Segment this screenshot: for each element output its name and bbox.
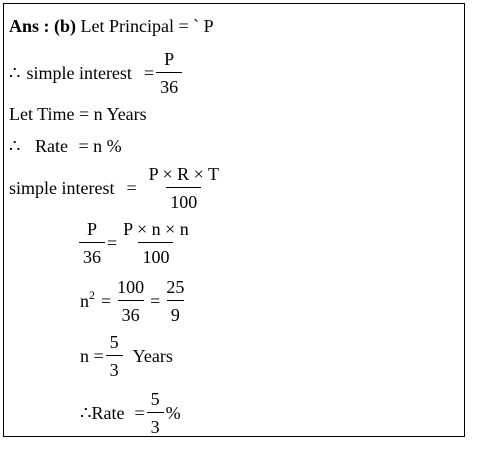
fraction: 5 3 <box>105 331 123 381</box>
numerator: 5 <box>109 332 119 352</box>
exponent: 2 <box>89 288 95 302</box>
n-equals: n = <box>80 346 104 366</box>
final-rate-line: ∴ Rate = 5 3 % <box>80 388 181 438</box>
formula-line: simple interest = P × R × T 100 <box>9 163 225 213</box>
denominator: 9 <box>166 300 184 326</box>
equals-sign: = <box>134 403 145 423</box>
equals-sign: = <box>150 291 161 311</box>
rate-value: = n % <box>78 136 122 156</box>
rate-label: Rate <box>91 403 125 423</box>
percent-sign: % <box>165 403 181 423</box>
fraction: 100 36 <box>113 276 148 326</box>
equals-sign: = <box>107 233 118 253</box>
simple-interest-line: ∴ simple interest = P 36 <box>9 48 184 98</box>
fraction: 5 3 <box>146 388 164 438</box>
rate-label: Rate <box>34 136 68 156</box>
numerator: P <box>86 219 97 239</box>
numerator: 25 <box>166 277 185 297</box>
fraction: P × n × n 100 <box>119 218 193 268</box>
denominator: 36 <box>117 300 144 326</box>
equals-sign: = <box>101 291 112 311</box>
n-squared-line: n2 = 100 36 = 25 9 <box>80 276 190 326</box>
rate-line: ∴ Rate = n % <box>9 136 122 156</box>
therefore-symbol: ∴ <box>9 136 21 156</box>
fraction: P × R × T 100 <box>145 163 223 213</box>
denominator: 36 <box>156 72 183 98</box>
denominator: 100 <box>138 242 174 268</box>
fraction: P 36 <box>79 218 105 268</box>
fraction: 25 9 <box>162 276 188 326</box>
answer-box: Ans : (b) Let Principal = ` P ∴ simple i… <box>3 3 465 437</box>
n-value-line: n = 5 3 Years <box>80 331 173 381</box>
numerator: P <box>164 49 175 69</box>
denominator: 100 <box>166 187 202 213</box>
equation-line: P 36 = P × n × n 100 <box>77 218 195 268</box>
fraction: P 36 <box>156 48 183 98</box>
numerator: P × n × n <box>123 219 189 239</box>
equals-sign: = <box>143 63 155 83</box>
principal-line: Ans : (b) Let Principal = ` P <box>9 16 214 36</box>
numerator: 100 <box>117 277 145 297</box>
answer-label: Ans : (b) <box>9 16 77 36</box>
numerator: P × R × T <box>148 164 219 184</box>
time-text: Let Time <box>9 104 75 124</box>
denominator: 3 <box>105 355 123 381</box>
simple-interest-label: simple interest <box>9 178 115 198</box>
principal-value: = ` P <box>178 16 214 36</box>
time-value: = n Years <box>79 104 147 124</box>
numerator: 5 <box>150 389 160 409</box>
simple-interest-label: simple interest <box>26 63 132 83</box>
time-line: Let Time = n Years <box>9 104 147 124</box>
therefore-symbol: ∴ <box>9 63 21 83</box>
variable-n: n2 <box>80 288 95 311</box>
principal-text: Let Principal <box>80 16 174 36</box>
equals-sign: = <box>126 178 137 198</box>
therefore-symbol: ∴ <box>80 403 92 423</box>
denominator: 3 <box>146 412 164 438</box>
denominator: 36 <box>79 242 105 268</box>
unit-years: Years <box>132 346 173 366</box>
